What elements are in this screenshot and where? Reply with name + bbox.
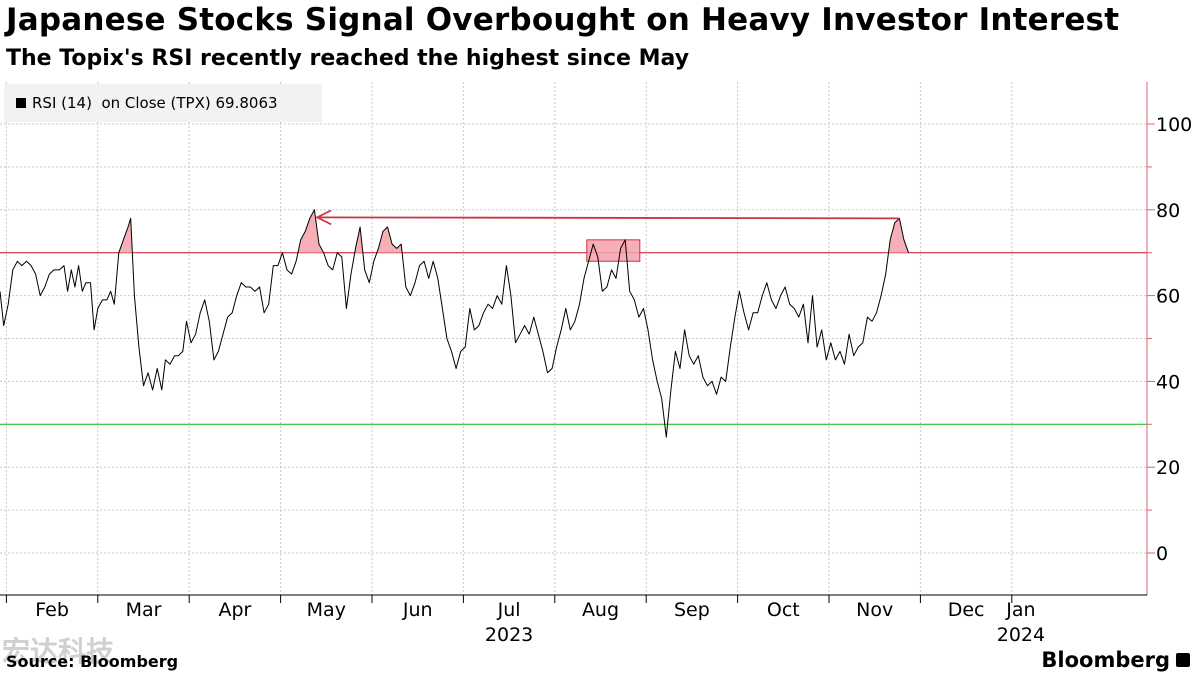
x-tick-label: Dec xyxy=(948,599,985,621)
x-tick-label: Jan xyxy=(1005,599,1035,621)
y-tick-label: 60 xyxy=(1156,286,1180,308)
year-label: 2024 xyxy=(997,624,1045,646)
y-tick-label: 40 xyxy=(1156,371,1180,393)
chart-title: Japanese Stocks Signal Overbought on Hea… xyxy=(6,2,1120,38)
x-tick-label: Sep xyxy=(674,599,710,621)
x-tick-label: May xyxy=(307,599,346,621)
bloomberg-logo: Bloomberg xyxy=(1041,648,1190,672)
watermark: 宏达科技 xyxy=(2,635,115,668)
brand-name: Bloomberg xyxy=(1041,648,1170,672)
year-label: 2023 xyxy=(485,624,533,646)
bloomberg-terminal-icon xyxy=(1176,653,1190,667)
rsi-line xyxy=(0,209,909,438)
overbought-shade xyxy=(354,227,363,253)
arrow-head xyxy=(315,209,332,226)
x-tick-label: Feb xyxy=(35,599,69,621)
legend: RSI (14) on Close (TPX) 69.8063 xyxy=(4,84,322,122)
x-tick-label: Jun xyxy=(402,599,433,621)
x-tick-label: Mar xyxy=(126,599,162,621)
overbought-shade xyxy=(298,209,324,253)
x-tick-label: Aug xyxy=(582,599,619,621)
y-tick-label: 20 xyxy=(1156,457,1180,479)
overbought-shade xyxy=(888,218,909,253)
legend-label: RSI (14) on Close (TPX) 69.8063 xyxy=(32,94,278,112)
legend-swatch xyxy=(16,98,26,108)
x-tick-label: Nov xyxy=(856,599,893,621)
overbought-shade xyxy=(376,227,403,253)
x-tick-label: Apr xyxy=(218,599,251,621)
y-tick-label: 0 xyxy=(1156,543,1168,565)
y-tick-label: 80 xyxy=(1156,200,1180,222)
chart-subtitle: The Topix's RSI recently reached the hig… xyxy=(6,46,690,71)
arrow-shaft xyxy=(319,216,900,220)
highlight-box xyxy=(586,239,641,262)
x-tick-label: Jul xyxy=(497,599,521,621)
y-tick-label: 100 xyxy=(1156,114,1192,136)
x-tick-label: Oct xyxy=(767,599,800,621)
source-note: Source: Bloomberg xyxy=(6,652,179,671)
